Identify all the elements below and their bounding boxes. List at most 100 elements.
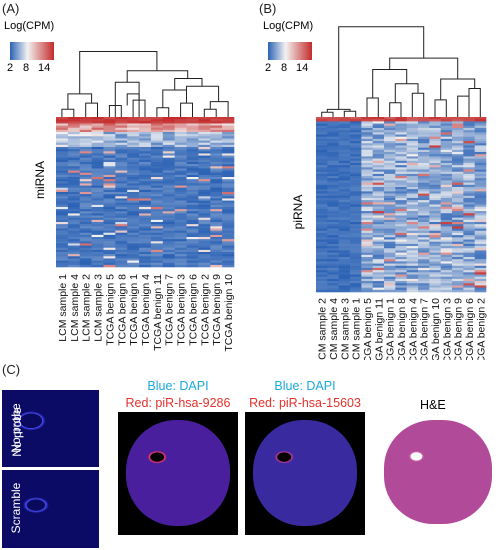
heatmap-cell xyxy=(452,184,464,188)
heatmap-cell xyxy=(418,138,430,142)
heatmap-cell xyxy=(139,228,152,231)
heatmap-cell xyxy=(316,222,328,225)
heatmap-cell xyxy=(103,264,116,268)
heatmap-cell xyxy=(174,125,187,129)
heatmap-cell xyxy=(327,219,339,223)
heatmap-cell xyxy=(67,215,81,219)
heatmap-cell xyxy=(162,215,175,219)
heatmap-cell xyxy=(372,232,385,236)
micrograph-pir-9286 xyxy=(118,412,238,535)
heatmap-cell xyxy=(452,173,464,177)
heatmap-cell xyxy=(174,247,187,251)
heatmap-cell xyxy=(338,130,351,133)
heatmap-cell xyxy=(56,258,69,261)
heatmap-cell xyxy=(67,153,81,156)
heatmap-cell xyxy=(150,213,164,216)
heatmap-cell xyxy=(350,215,362,218)
heatmap-cell xyxy=(338,289,351,293)
heatmap-cell xyxy=(316,241,328,245)
heatmap-cell xyxy=(418,206,430,210)
panel-c-row-label-svg: No probe Scramble xyxy=(9,403,23,533)
heatmap-cell xyxy=(452,278,464,282)
heatmap-cell xyxy=(162,245,175,249)
heatmap-cell xyxy=(406,204,419,207)
heatmap-cell xyxy=(56,200,69,204)
heatmap-cell xyxy=(395,289,407,293)
heatmap-cell xyxy=(338,265,351,269)
heatmap-cell xyxy=(384,217,396,221)
heatmap-cell xyxy=(127,232,140,236)
heatmap-cell xyxy=(186,213,199,216)
heatmap-cell xyxy=(418,127,430,131)
heatmap-cell xyxy=(162,149,175,152)
heatmap-cell xyxy=(127,138,140,141)
heatmap-cell xyxy=(350,228,362,232)
heatmap-cell xyxy=(440,134,453,137)
heatmap-cell xyxy=(350,219,362,223)
heatmap-cell xyxy=(186,159,199,163)
heatmap-cell xyxy=(452,248,464,251)
heatmap-cell xyxy=(429,235,441,238)
heatmap-cell xyxy=(418,178,430,181)
heatmap-cell xyxy=(186,204,199,208)
heatmap-cell xyxy=(406,191,419,194)
heatmap-cell xyxy=(139,264,152,268)
heatmap-cell xyxy=(384,259,396,262)
heatmap-cell xyxy=(67,260,81,264)
heatmap-cell xyxy=(198,198,211,201)
heatmap-cell xyxy=(372,165,385,168)
heatmap-cell xyxy=(103,187,116,191)
heatmap-cell xyxy=(474,147,487,151)
heatmap-cell xyxy=(440,119,453,122)
heatmap-cell xyxy=(91,260,104,264)
heatmap-cell xyxy=(372,254,385,258)
heatmap-cell xyxy=(395,195,407,199)
heatmap-cell xyxy=(474,252,487,256)
heatmap-cell xyxy=(210,239,223,242)
heatmap-cell xyxy=(174,170,187,174)
heatmap-cell xyxy=(222,121,235,124)
heatmap-cell xyxy=(162,189,175,193)
heatmap-cell xyxy=(327,224,339,227)
column-label: LCM sample 1 xyxy=(351,298,363,360)
heatmap-cell xyxy=(91,125,104,129)
heatmap-cell xyxy=(222,247,235,251)
heatmap-cell xyxy=(222,132,235,135)
heatmap-cell xyxy=(338,252,351,256)
heatmap-cell xyxy=(372,178,385,181)
heatmap-cell xyxy=(350,267,362,271)
heatmap-cell xyxy=(174,249,187,253)
heatmap-cell xyxy=(174,177,187,180)
heatmap-cell xyxy=(67,149,81,152)
heatmap-cell xyxy=(350,127,362,131)
heatmap-cell xyxy=(103,157,116,161)
heatmap-cell xyxy=(395,206,407,210)
micrograph-scramble xyxy=(2,470,99,548)
heatmap-cell xyxy=(474,287,487,291)
color-scale-b xyxy=(268,42,312,60)
heatmap-cell xyxy=(350,243,362,247)
heatmap-cell xyxy=(103,127,116,131)
heatmap-cell xyxy=(372,263,385,267)
heatmap-cell xyxy=(56,117,69,120)
heatmap-cell xyxy=(316,265,328,269)
heatmap-cell xyxy=(361,278,373,282)
heatmap-cell xyxy=(127,215,140,219)
heatmap-cell xyxy=(56,127,69,131)
heatmap-cell xyxy=(474,232,487,236)
heatmap-cell xyxy=(350,176,362,179)
heatmap-cell xyxy=(384,191,396,194)
heatmap-cell xyxy=(186,136,199,139)
heatmap-cell xyxy=(372,281,385,284)
heatmap-cell xyxy=(150,157,164,161)
heatmap-cell xyxy=(56,153,69,156)
heatmap-cell xyxy=(406,270,419,273)
heatmap-cell xyxy=(67,254,81,257)
heatmap-cell xyxy=(384,138,396,142)
heatmap-cell xyxy=(452,204,464,207)
heatmap-cell xyxy=(463,211,475,214)
heatmap-cell xyxy=(418,239,430,242)
heatmap-cell xyxy=(372,138,385,142)
heatmap-cell xyxy=(361,162,373,166)
heatmap-cell xyxy=(440,158,453,162)
